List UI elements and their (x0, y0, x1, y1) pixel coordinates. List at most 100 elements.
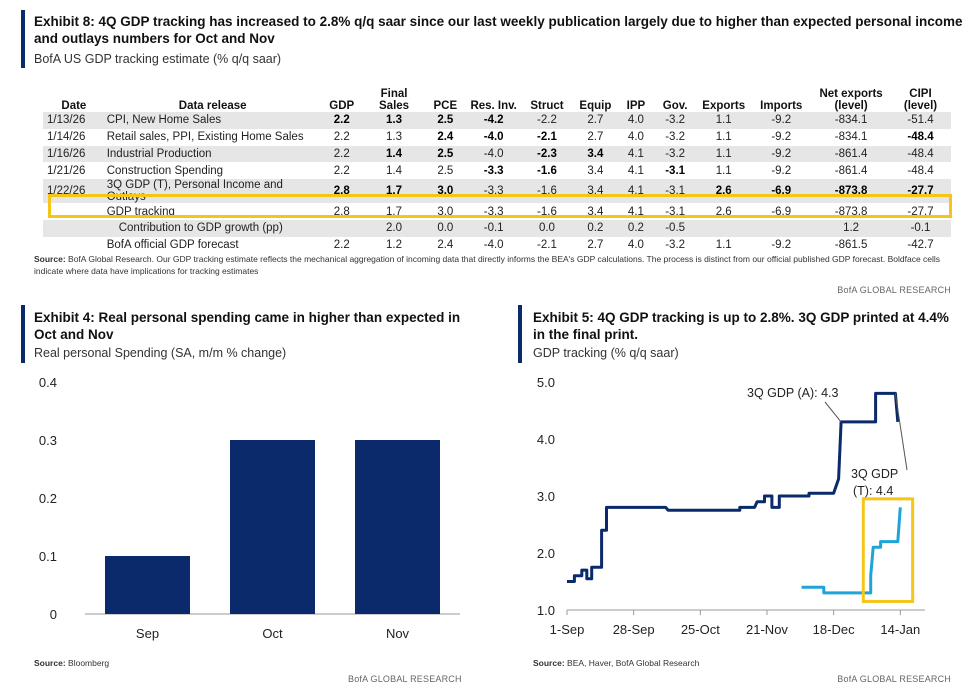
table-row: 1/21/26 Construction Spending 2.2 1.4 2.5 -3.… (43, 162, 951, 179)
value-cell: 4.1 (627, 205, 644, 218)
y-tick-label: 2.0 (537, 546, 555, 561)
value-cell: 1.4 (362, 145, 426, 163)
source-text: BEA, Haver, BofA Global Research (567, 658, 700, 668)
value-cell: 2.2 (333, 164, 350, 177)
x-tick-label: 1-Sep (550, 622, 585, 637)
source-text: Bloomberg (68, 658, 110, 668)
value-cell: 2.2 (333, 131, 350, 144)
x-tick-label: Sep (136, 626, 159, 641)
release-cell: GDP tracking (106, 205, 175, 218)
table-row: 1/14/26 Retail sales, PPI, Existing Home … (43, 129, 951, 146)
exhibit5-brand: BofA GLOBAL RESEARCH (837, 674, 951, 684)
column-header: Date (61, 100, 87, 112)
annotation-leader (824, 401, 842, 423)
value-cell: 4.0 (627, 239, 644, 252)
y-tick-label: 0.2 (39, 491, 57, 506)
value-cell: -1.6 (521, 179, 573, 204)
value-cell: 1.3 (386, 131, 403, 144)
value-cell: 2.7 (587, 131, 604, 144)
value-cell: 2.2 (320, 145, 363, 163)
source-text: BofA Global Research. Our GDP tracking e… (34, 254, 941, 276)
column-header: Struct (530, 100, 564, 112)
value-cell: -3.2 (665, 239, 686, 252)
y-tick-label: 3.0 (537, 489, 555, 504)
value-cell: -0.1 (465, 219, 522, 237)
value-cell: 1.3 (362, 112, 426, 129)
value-cell: -9.2 (771, 164, 792, 177)
column-header: Exports (702, 100, 746, 112)
value-cell: 2.7 (572, 112, 619, 129)
column-header: Data release (178, 100, 247, 112)
source-label: Source: (34, 658, 66, 668)
y-tick-label: 5.0 (537, 375, 555, 390)
source-label: Source: (34, 254, 66, 264)
column-header: GDP (329, 100, 355, 112)
value-cell: 1.1 (697, 145, 751, 163)
value-cell: 1.2 (812, 219, 890, 237)
exhibit4-source: Source: Bloomberg (34, 657, 109, 669)
value-cell: 0.0 (521, 219, 573, 237)
value-cell: -0.1 (889, 219, 951, 237)
value-cell: -27.7 (907, 205, 934, 218)
value-cell: -51.4 (889, 112, 951, 129)
series-line (567, 391, 900, 583)
value-cell: -3.2 (653, 145, 698, 163)
value-cell: -834.1 (812, 112, 890, 129)
x-tick-label: 28-Sep (613, 622, 655, 637)
value-cell (320, 219, 363, 237)
date-cell: 1/14/26 (47, 131, 86, 144)
release-cell: BofA official GDP forecast (106, 239, 239, 252)
value-cell: -4.0 (465, 145, 522, 163)
x-tick-label: 21-Nov (746, 622, 788, 637)
value-cell: 3.4 (587, 205, 604, 218)
value-cell: -1.6 (537, 164, 557, 177)
value-cell: 1.7 (386, 205, 403, 218)
value-cell: -48.4 (907, 164, 934, 177)
value-cell: -2.3 (521, 145, 573, 163)
exhibit8-source: Source: BofA Global Research. Our GDP tr… (34, 253, 964, 277)
column-header: Net exports (level) (819, 88, 883, 112)
table-row: Contribution to GDP growth (pp) 2.0 0.0 -0.… (43, 219, 951, 237)
exhibit4-brand: BofA GLOBAL RESEARCH (348, 674, 462, 684)
value-cell: -861.4 (834, 164, 868, 177)
value-cell: -9.2 (771, 239, 792, 252)
x-tick-label: 25-Oct (681, 622, 720, 637)
value-cell: -834.1 (834, 131, 868, 144)
value-cell: 2.0 (362, 219, 426, 237)
value-cell: 2.7 (587, 239, 604, 252)
value-cell: 2.5 (437, 164, 454, 177)
gdp-tracking-line-chart: 1.0 2.0 3.0 4.0 5.0 1-Sep 28-Sep 25-Oct 21-Nov 18… (537, 375, 925, 637)
value-cell: -4.0 (483, 131, 504, 144)
value-cell: 3.4 (587, 164, 604, 177)
value-cell: 1.2 (386, 239, 403, 252)
value-cell: 2.8 (320, 179, 363, 204)
y-tick-label: 1.0 (537, 603, 555, 618)
value-cell: -42.7 (907, 239, 934, 252)
value-cell: -3.1 (665, 205, 686, 218)
y-tick-label: 0.4 (39, 375, 57, 390)
value-cell: -48.4 (907, 131, 934, 144)
source-label: Source: (533, 658, 565, 668)
release-cell: CPI, New Home Sales (104, 112, 321, 129)
value-cell: -873.8 (834, 205, 868, 218)
table-row: GDP tracking 2.8 1.7 3.0 -3.3 -1.6 3.4 4.1 -3.1 2… (43, 203, 951, 220)
value-cell: 2.6 (715, 205, 732, 218)
gdp-tracking-table: Date Data release GDP Final Sales PCE Res. In… (43, 82, 951, 254)
column-header: Gov. (662, 100, 688, 112)
value-cell: -4.0 (483, 239, 504, 252)
value-cell: 4.1 (618, 179, 654, 204)
spending-bar-chart: 0 0.1 0.2 0.3 0.4 Sep Oct Nov (39, 375, 460, 641)
bar (230, 440, 315, 614)
exhibit8-brand: BofA GLOBAL RESEARCH (837, 285, 951, 295)
value-cell: 4.0 (618, 112, 654, 129)
x-tick-label: 14-Jan (880, 622, 920, 637)
value-cell: -9.2 (750, 145, 813, 163)
date-cell: 1/16/26 (43, 145, 105, 163)
date-cell: 1/21/26 (47, 164, 86, 177)
table-row: 1/13/26 CPI, New Home Sales 2.2 1.3 2.5 -4.2-… (43, 112, 951, 129)
value-cell: 4.1 (618, 145, 654, 163)
value-cell: 2.4 (437, 131, 454, 144)
value-cell (750, 219, 813, 237)
exhibit5-subtitle: GDP tracking (% q/q saar) (533, 346, 679, 360)
value-cell: 3.4 (572, 145, 619, 163)
